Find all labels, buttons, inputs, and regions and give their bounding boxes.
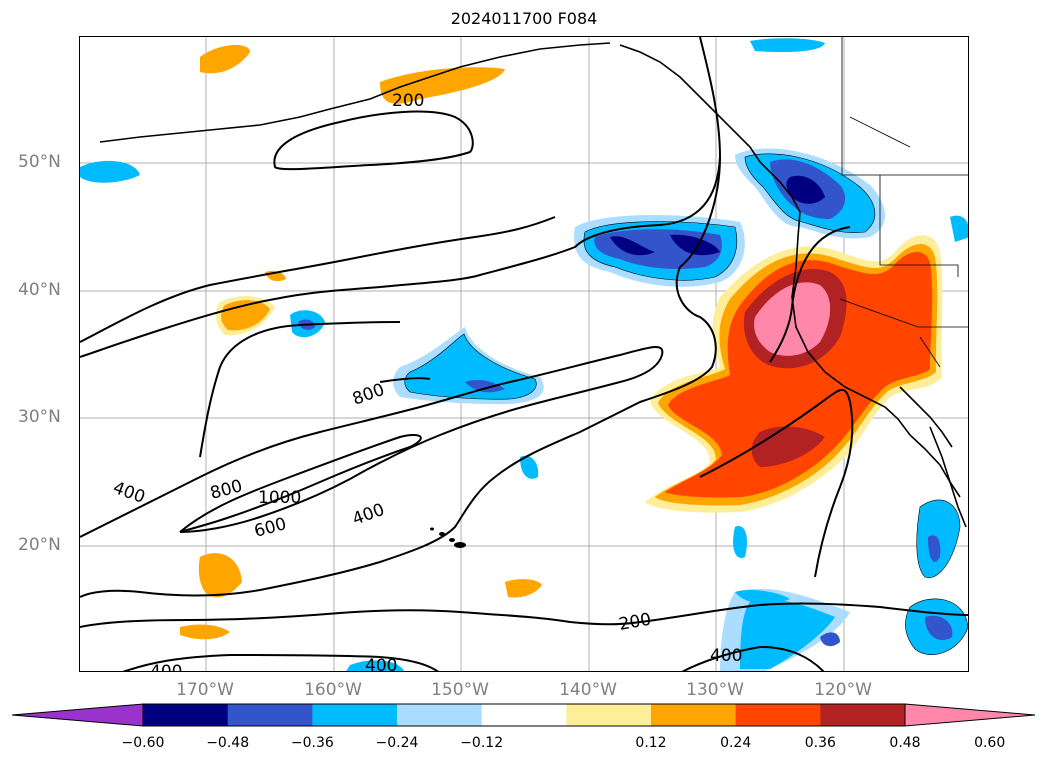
lon-label-170w: 170°W <box>176 680 234 700</box>
shading-outlines <box>404 153 968 655</box>
colorbar-cell <box>227 704 313 726</box>
lon-label-160w: 160°W <box>304 680 362 700</box>
coastlines <box>99 42 967 528</box>
colorbar-tick-label: 0.36 <box>804 735 836 751</box>
colorbar-cell <box>735 704 821 726</box>
colorbar-cell <box>481 704 567 726</box>
contour-label-400-west: 400 <box>110 478 147 508</box>
colorbar-tick-label: −0.60 <box>121 735 165 751</box>
colorbar-cell <box>651 704 737 726</box>
colorbar-tick-label: 0.48 <box>889 735 921 751</box>
map-svg: 200 800 400 800 1000 600 400 200 400 400… <box>80 37 968 672</box>
colorbar-tick-label: −0.36 <box>290 735 334 751</box>
lat-label-40n: 40°N <box>18 280 61 300</box>
lon-label-130w: 130°W <box>686 680 744 700</box>
contour-label-800-inner: 800 <box>208 476 245 504</box>
colorbar-cell <box>566 704 652 726</box>
colorbar-cells <box>11 703 1036 727</box>
lon-label-150w: 150°W <box>431 680 489 700</box>
contour-label-800-mid: 800 <box>350 380 387 410</box>
map-panel: 200 800 400 800 1000 600 400 200 400 400… <box>79 36 969 672</box>
colorbar-extend-high <box>904 703 1036 727</box>
colorbar-cell <box>820 704 906 726</box>
map-title: 2024011700 F084 <box>450 9 598 28</box>
colorbar-tick-label: 0.24 <box>720 735 752 751</box>
lon-label-120w: 120°W <box>814 680 872 700</box>
lat-label-30n: 30°N <box>18 407 61 427</box>
contour-label-200-north: 200 <box>392 91 424 111</box>
islands <box>430 527 466 548</box>
contour-label-200-south: 200 <box>617 610 652 635</box>
colorbar-tick-label: −0.48 <box>206 735 250 751</box>
contour-label-400-center: 400 <box>350 500 387 530</box>
colorbar-tick-label: 0.12 <box>635 735 667 751</box>
colorbar-tick-label: 0.60 <box>974 735 1006 751</box>
lat-label-20n: 20°N <box>18 535 61 555</box>
colorbar-extend-low <box>11 703 144 727</box>
lon-label-140w: 140°W <box>559 680 617 700</box>
colorbar-cell <box>143 704 229 726</box>
contour-label-400-southeast: 400 <box>710 646 742 666</box>
colorbar-tick-label: −0.12 <box>460 735 504 751</box>
colorbar-cell <box>397 704 483 726</box>
contour-label-1000: 1000 <box>258 488 301 508</box>
colorbar-tick-label: −0.24 <box>375 735 419 751</box>
lat-label-50n: 50°N <box>18 152 61 172</box>
colorbar <box>11 703 1036 727</box>
colorbar-cell <box>312 704 398 726</box>
contour-label-400-south: 400 <box>365 656 397 672</box>
shading-positive <box>180 45 943 640</box>
contours <box>80 37 968 671</box>
shading-negative <box>80 38 968 671</box>
borders <box>839 37 968 368</box>
contour-label-400-southwest: 400 <box>150 662 182 672</box>
